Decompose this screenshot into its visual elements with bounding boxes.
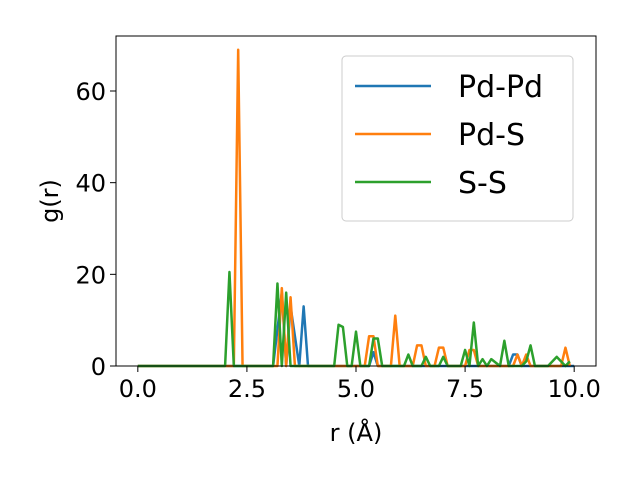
x-tick-label: 2.5: [228, 375, 266, 403]
legend-label-1: Pd-S: [458, 118, 525, 153]
y-axis-label: g(r): [36, 179, 64, 223]
y-tick-label: 40: [75, 170, 106, 198]
series-line-2: [137, 270, 571, 368]
series-line-0: [137, 291, 575, 368]
y-tick-label: 60: [75, 78, 106, 106]
y-axis: 0 20 40 60: [75, 78, 116, 381]
y-tick-label: 0: [91, 353, 106, 381]
y-tick-label: 20: [75, 261, 106, 289]
legend-box: [341, 55, 574, 222]
x-tick-label: 5.0: [337, 375, 375, 403]
x-tick-label: 10.0: [547, 375, 600, 403]
x-axis-label: r (Å): [330, 418, 383, 447]
x-tick-label: 0.0: [119, 375, 157, 403]
x-tick-label: 7.5: [446, 375, 484, 403]
legend-label-2: S-S: [458, 166, 507, 201]
x-axis: 0.0 2.5 5.0 7.5 10.0: [119, 366, 601, 403]
legend-label-0: Pd-Pd: [458, 70, 543, 105]
series-line-1: [137, 48, 572, 368]
legend: Pd-Pd Pd-S S-S: [341, 55, 574, 222]
